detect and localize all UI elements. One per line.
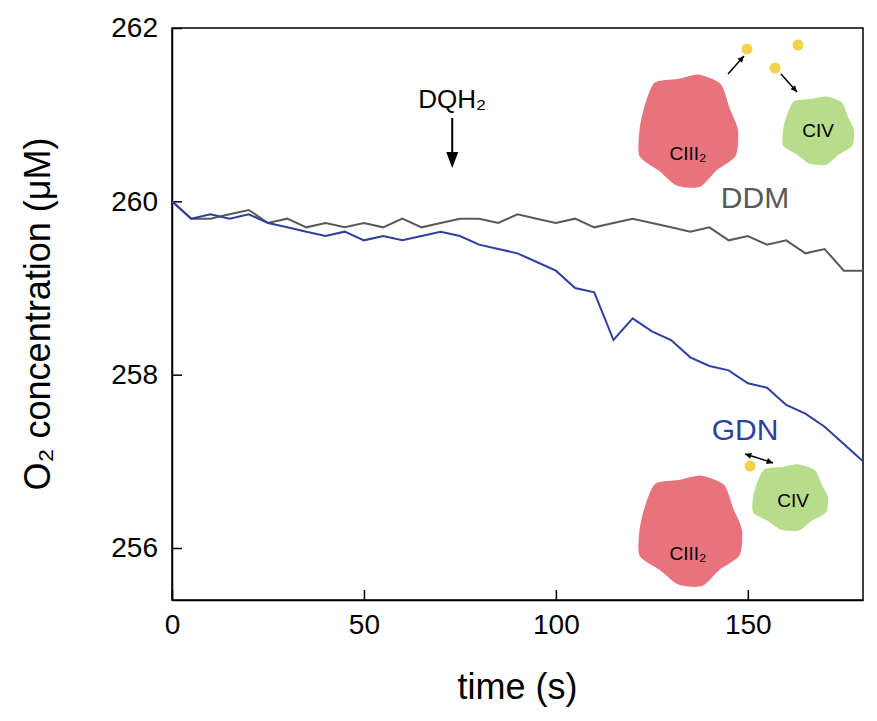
x-tick-label: 100	[533, 609, 580, 640]
complex-label: CIII₂	[670, 143, 707, 164]
complex-iii	[638, 75, 738, 188]
icon-arrow	[728, 56, 744, 74]
icon-arrow	[758, 458, 773, 463]
plot-area	[172, 201, 863, 461]
y-axis-line	[172, 29, 174, 601]
annotation-arrowhead	[446, 152, 458, 168]
complex-iv	[782, 96, 854, 165]
x-axis-line	[173, 600, 864, 602]
y-tick-mark	[172, 28, 182, 30]
cytochrome-c	[770, 63, 781, 74]
y-tick-label: 258	[111, 359, 158, 390]
y-tick-label: 260	[111, 186, 158, 217]
cytochrome-c	[793, 40, 804, 51]
y-tick-label: 262	[111, 12, 158, 43]
y-axis-title: O₂ concentration (μM)	[17, 138, 58, 491]
x-axis-title: time (s)	[458, 666, 578, 707]
icon-arrow	[781, 74, 797, 92]
chart: 0 50 100 150 256 258 260 262 time (s) O₂ concentr…	[0, 0, 877, 721]
x-axis: 0 50 100 150	[165, 590, 864, 640]
y-tick: 262	[111, 12, 182, 43]
y-tick: 258	[111, 359, 182, 390]
y-tick-label: 256	[111, 532, 158, 563]
x-tick-mark	[364, 590, 366, 600]
x-tick: 100	[533, 590, 580, 640]
plot-frame	[172, 28, 863, 600]
x-tick-label: 0	[165, 609, 181, 640]
complex-iii	[638, 476, 742, 587]
x-tick-mark	[748, 590, 750, 600]
y-axis: 256 258 260 262	[111, 12, 182, 600]
series-label: GDN	[712, 413, 779, 446]
x-tick-label: 150	[725, 609, 772, 640]
y-tick: 256	[111, 532, 182, 563]
y-tick-mark	[172, 374, 182, 376]
series-line	[172, 201, 863, 461]
x-tick: 150	[725, 590, 772, 640]
cytochrome-c	[745, 461, 756, 472]
x-tick-label: 50	[349, 609, 380, 640]
icon-arrowhead	[791, 85, 797, 92]
series-label: DDM	[721, 181, 789, 214]
x-tick: 50	[349, 590, 380, 640]
icon-arrowhead	[745, 453, 752, 459]
y-tick-mark	[172, 548, 182, 550]
icon-arrowhead	[738, 56, 744, 63]
complex-label: CIV	[777, 490, 809, 511]
complex-label: CIV	[802, 120, 834, 141]
annotation: DQH₂	[418, 84, 486, 114]
icon-arrowhead	[766, 458, 773, 464]
y-tick: 260	[111, 186, 182, 217]
complex-label: CIII₂	[670, 543, 707, 564]
complex-iv	[752, 464, 828, 531]
cytochrome-c	[742, 44, 753, 55]
x-tick-mark	[556, 590, 558, 600]
